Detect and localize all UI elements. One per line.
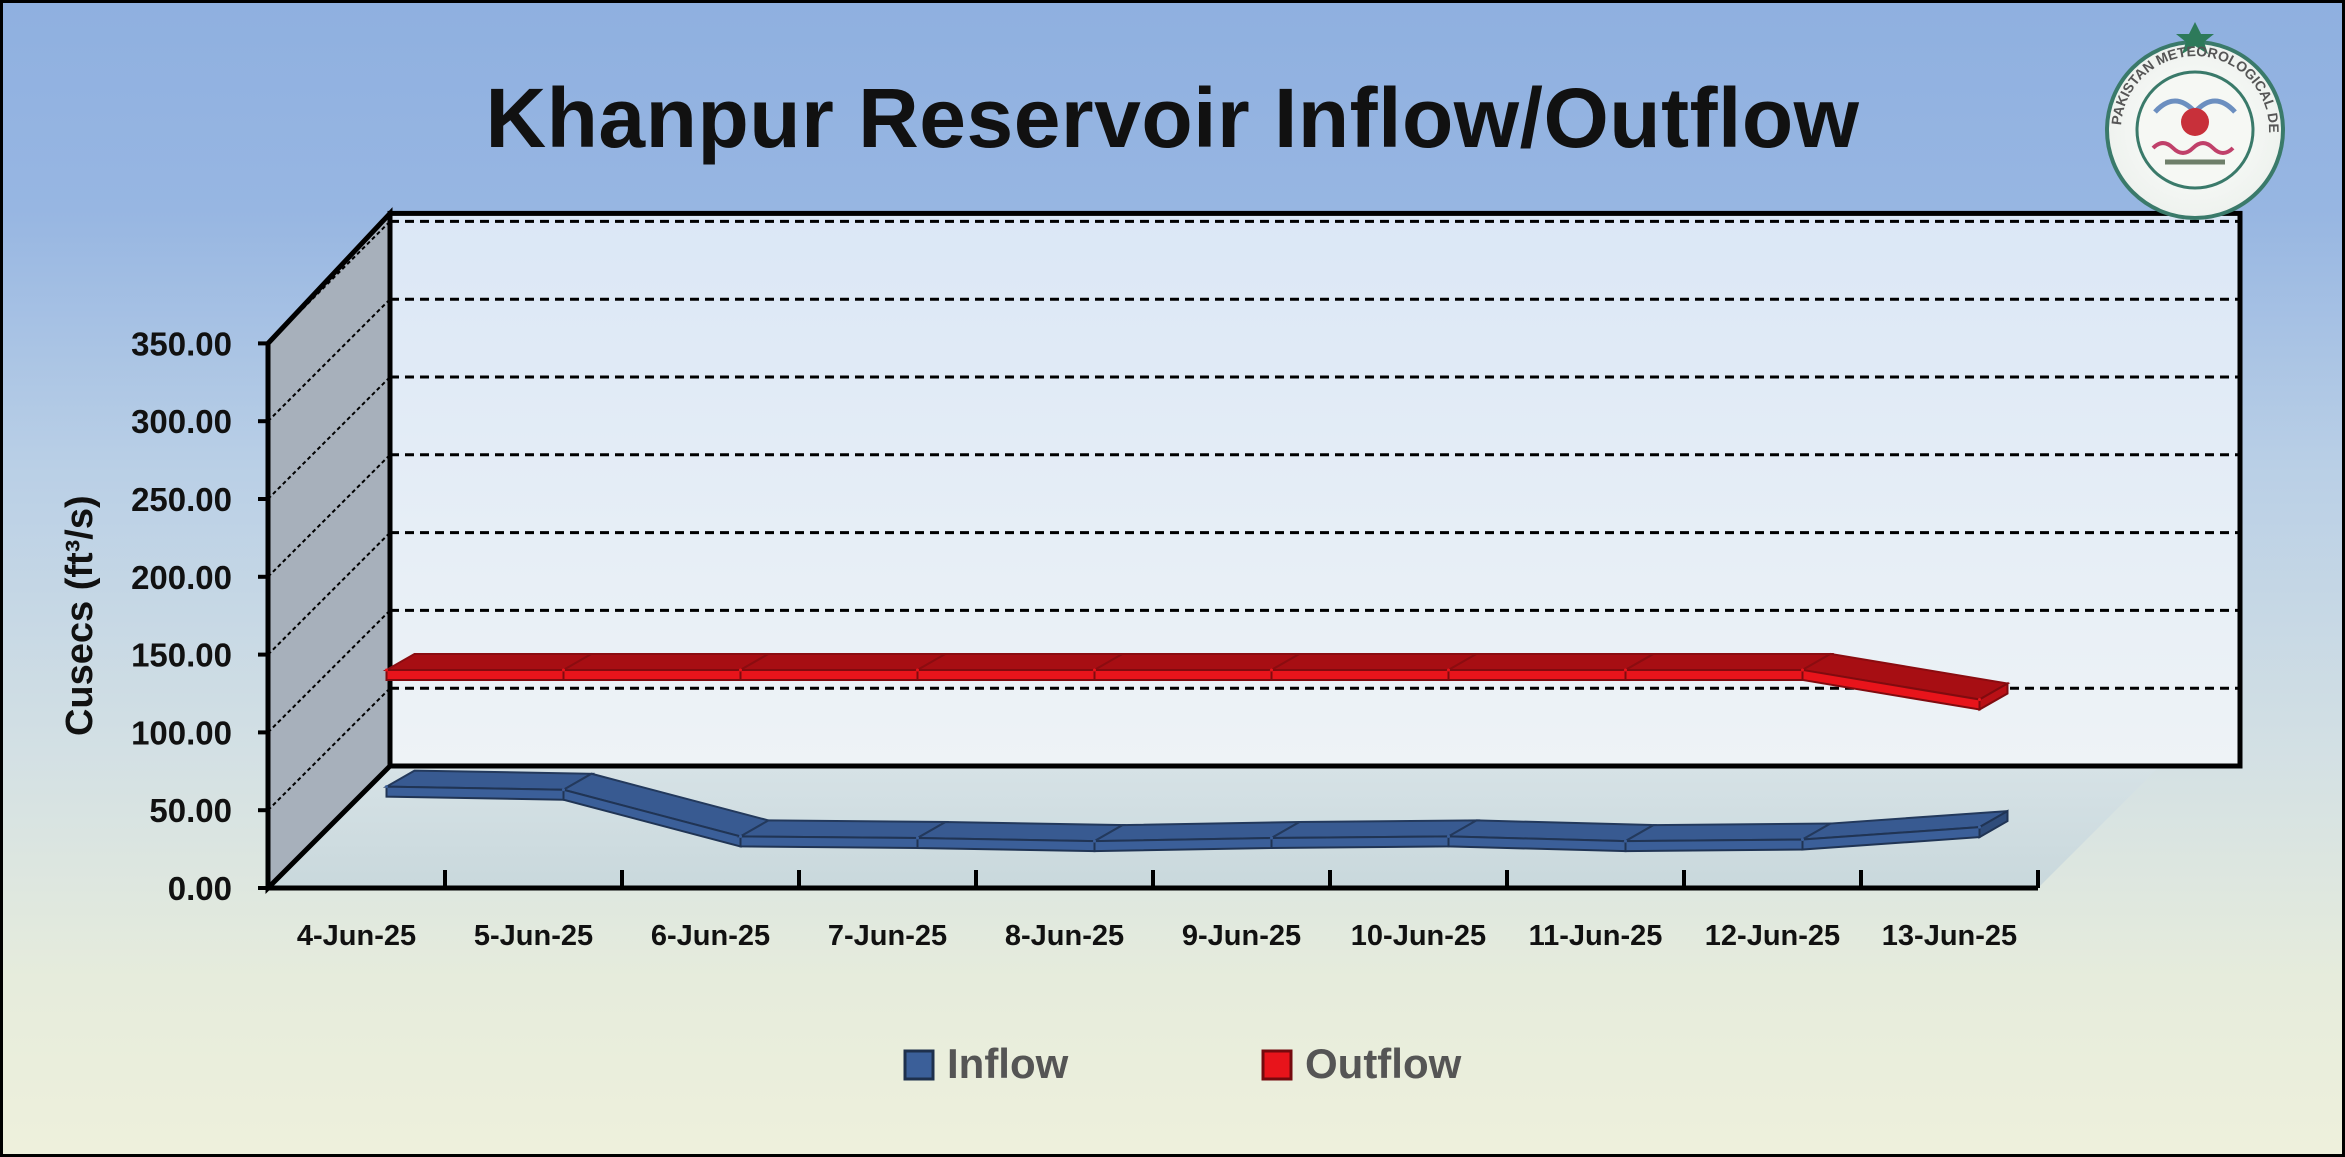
series-outflow-front-segment (1093, 668, 1273, 681)
y-tick-label: 150.00 (131, 637, 232, 674)
series-inflow-front-segment (739, 835, 919, 849)
x-tick-label: 7-Jun-25 (828, 920, 947, 952)
side-gridline (267, 531, 391, 656)
series-inflow-front-segment (1624, 838, 1804, 853)
outflow-point (1270, 668, 1273, 672)
series-inflow-top-segment (1267, 819, 1481, 840)
legend-label-inflow: Inflow (947, 1040, 1069, 1087)
series-outflow-front-segment (739, 668, 919, 681)
inflow-point (1801, 838, 1804, 842)
inflow-point (1093, 839, 1096, 843)
y-tick-label: 0.00 (168, 870, 232, 907)
inflow-point (1978, 825, 1981, 829)
x-tick-label: 10-Jun-25 (1351, 920, 1486, 952)
legend-label-outflow: Outflow (1305, 1040, 1462, 1087)
outflow-point (916, 668, 919, 672)
outflow-point (1978, 698, 1981, 702)
series-outflow-front-segment (1447, 668, 1627, 681)
outflow-point (562, 668, 565, 672)
series-inflow-top-segment (1621, 822, 1835, 843)
y-tick-label: 200.00 (131, 559, 232, 596)
y-tick-label: 50.00 (149, 792, 232, 829)
x-tick-label: 13-Jun-25 (1882, 920, 2017, 952)
series-inflow-front-segment (1270, 835, 1450, 849)
side-gridline (267, 298, 391, 422)
series-outflow-top-segment (1444, 652, 1658, 671)
outflow-point (1624, 668, 1627, 672)
inflow-point (385, 785, 388, 789)
series-outflow-end-cap (1978, 681, 2009, 712)
outflow-point (1447, 668, 1450, 672)
inflow-point (1447, 834, 1450, 838)
series-outflow-front-segment (1624, 668, 1804, 681)
y-axis-label: Cusecs (ft³/s) (59, 495, 101, 736)
series-outflow-top-segment (559, 652, 773, 671)
series-inflow-front-segment (385, 785, 565, 801)
series-outflow-top-segment (736, 652, 950, 671)
inflow-point (1270, 836, 1273, 840)
outflow-point (1093, 668, 1096, 672)
y-tick-label: 100.00 (131, 714, 232, 751)
side-gridline (267, 609, 391, 734)
x-tick-label: 6-Jun-25 (651, 920, 770, 952)
series-outflow-front-segment (916, 668, 1096, 681)
series-outflow-top-segment (382, 652, 596, 671)
series-inflow-end-cap (1978, 809, 2009, 839)
series-outflow-front-segment (385, 668, 565, 681)
legend-swatch-outflow (1261, 1049, 1293, 1081)
x-tick-label: 9-Jun-25 (1182, 920, 1301, 952)
inflow-point (916, 836, 919, 840)
side-gridline (267, 376, 391, 500)
side-gridline (267, 687, 391, 811)
outflow-point (1801, 668, 1804, 672)
x-tick-label: 12-Jun-25 (1705, 920, 1840, 952)
x-tick-label: 8-Jun-25 (1005, 920, 1124, 952)
y-tick-label: 300.00 (131, 403, 232, 440)
series-outflow-top-segment (1621, 652, 1835, 671)
x-tick-label: 4-Jun-25 (297, 920, 416, 952)
series-outflow-front-segment (562, 668, 742, 681)
outflow-point (739, 668, 742, 672)
inflow-point (739, 834, 742, 838)
y-tick-label: 350.00 (131, 325, 232, 362)
inflow-point (562, 788, 565, 792)
x-tick-label: 11-Jun-25 (1529, 920, 1663, 952)
series-inflow-top-segment (736, 819, 950, 839)
series-inflow-front-segment (1093, 836, 1273, 853)
chart-side-wall (265, 207, 393, 895)
series-outflow-top-segment (1267, 652, 1481, 671)
inflow-point (1624, 839, 1627, 843)
legend-swatch-inflow (903, 1049, 935, 1081)
series-outflow-top-segment (1090, 652, 1304, 671)
side-gridline (267, 454, 391, 578)
chart-title: Khanpur Reservoir Inflow/Outflow (485, 71, 1860, 165)
series-outflow-front-segment (1270, 668, 1450, 681)
logo: PAKISTAN METEOROLOGICAL DEPARTMENT (2105, 22, 2285, 220)
side-gridline (267, 220, 391, 345)
x-tick-label: 5-Jun-25 (474, 920, 593, 952)
series-inflow-front-segment (916, 836, 1096, 853)
y-tick-label: 250.00 (131, 481, 232, 518)
outflow-point (385, 668, 388, 672)
series-outflow-top-segment (913, 652, 1127, 671)
